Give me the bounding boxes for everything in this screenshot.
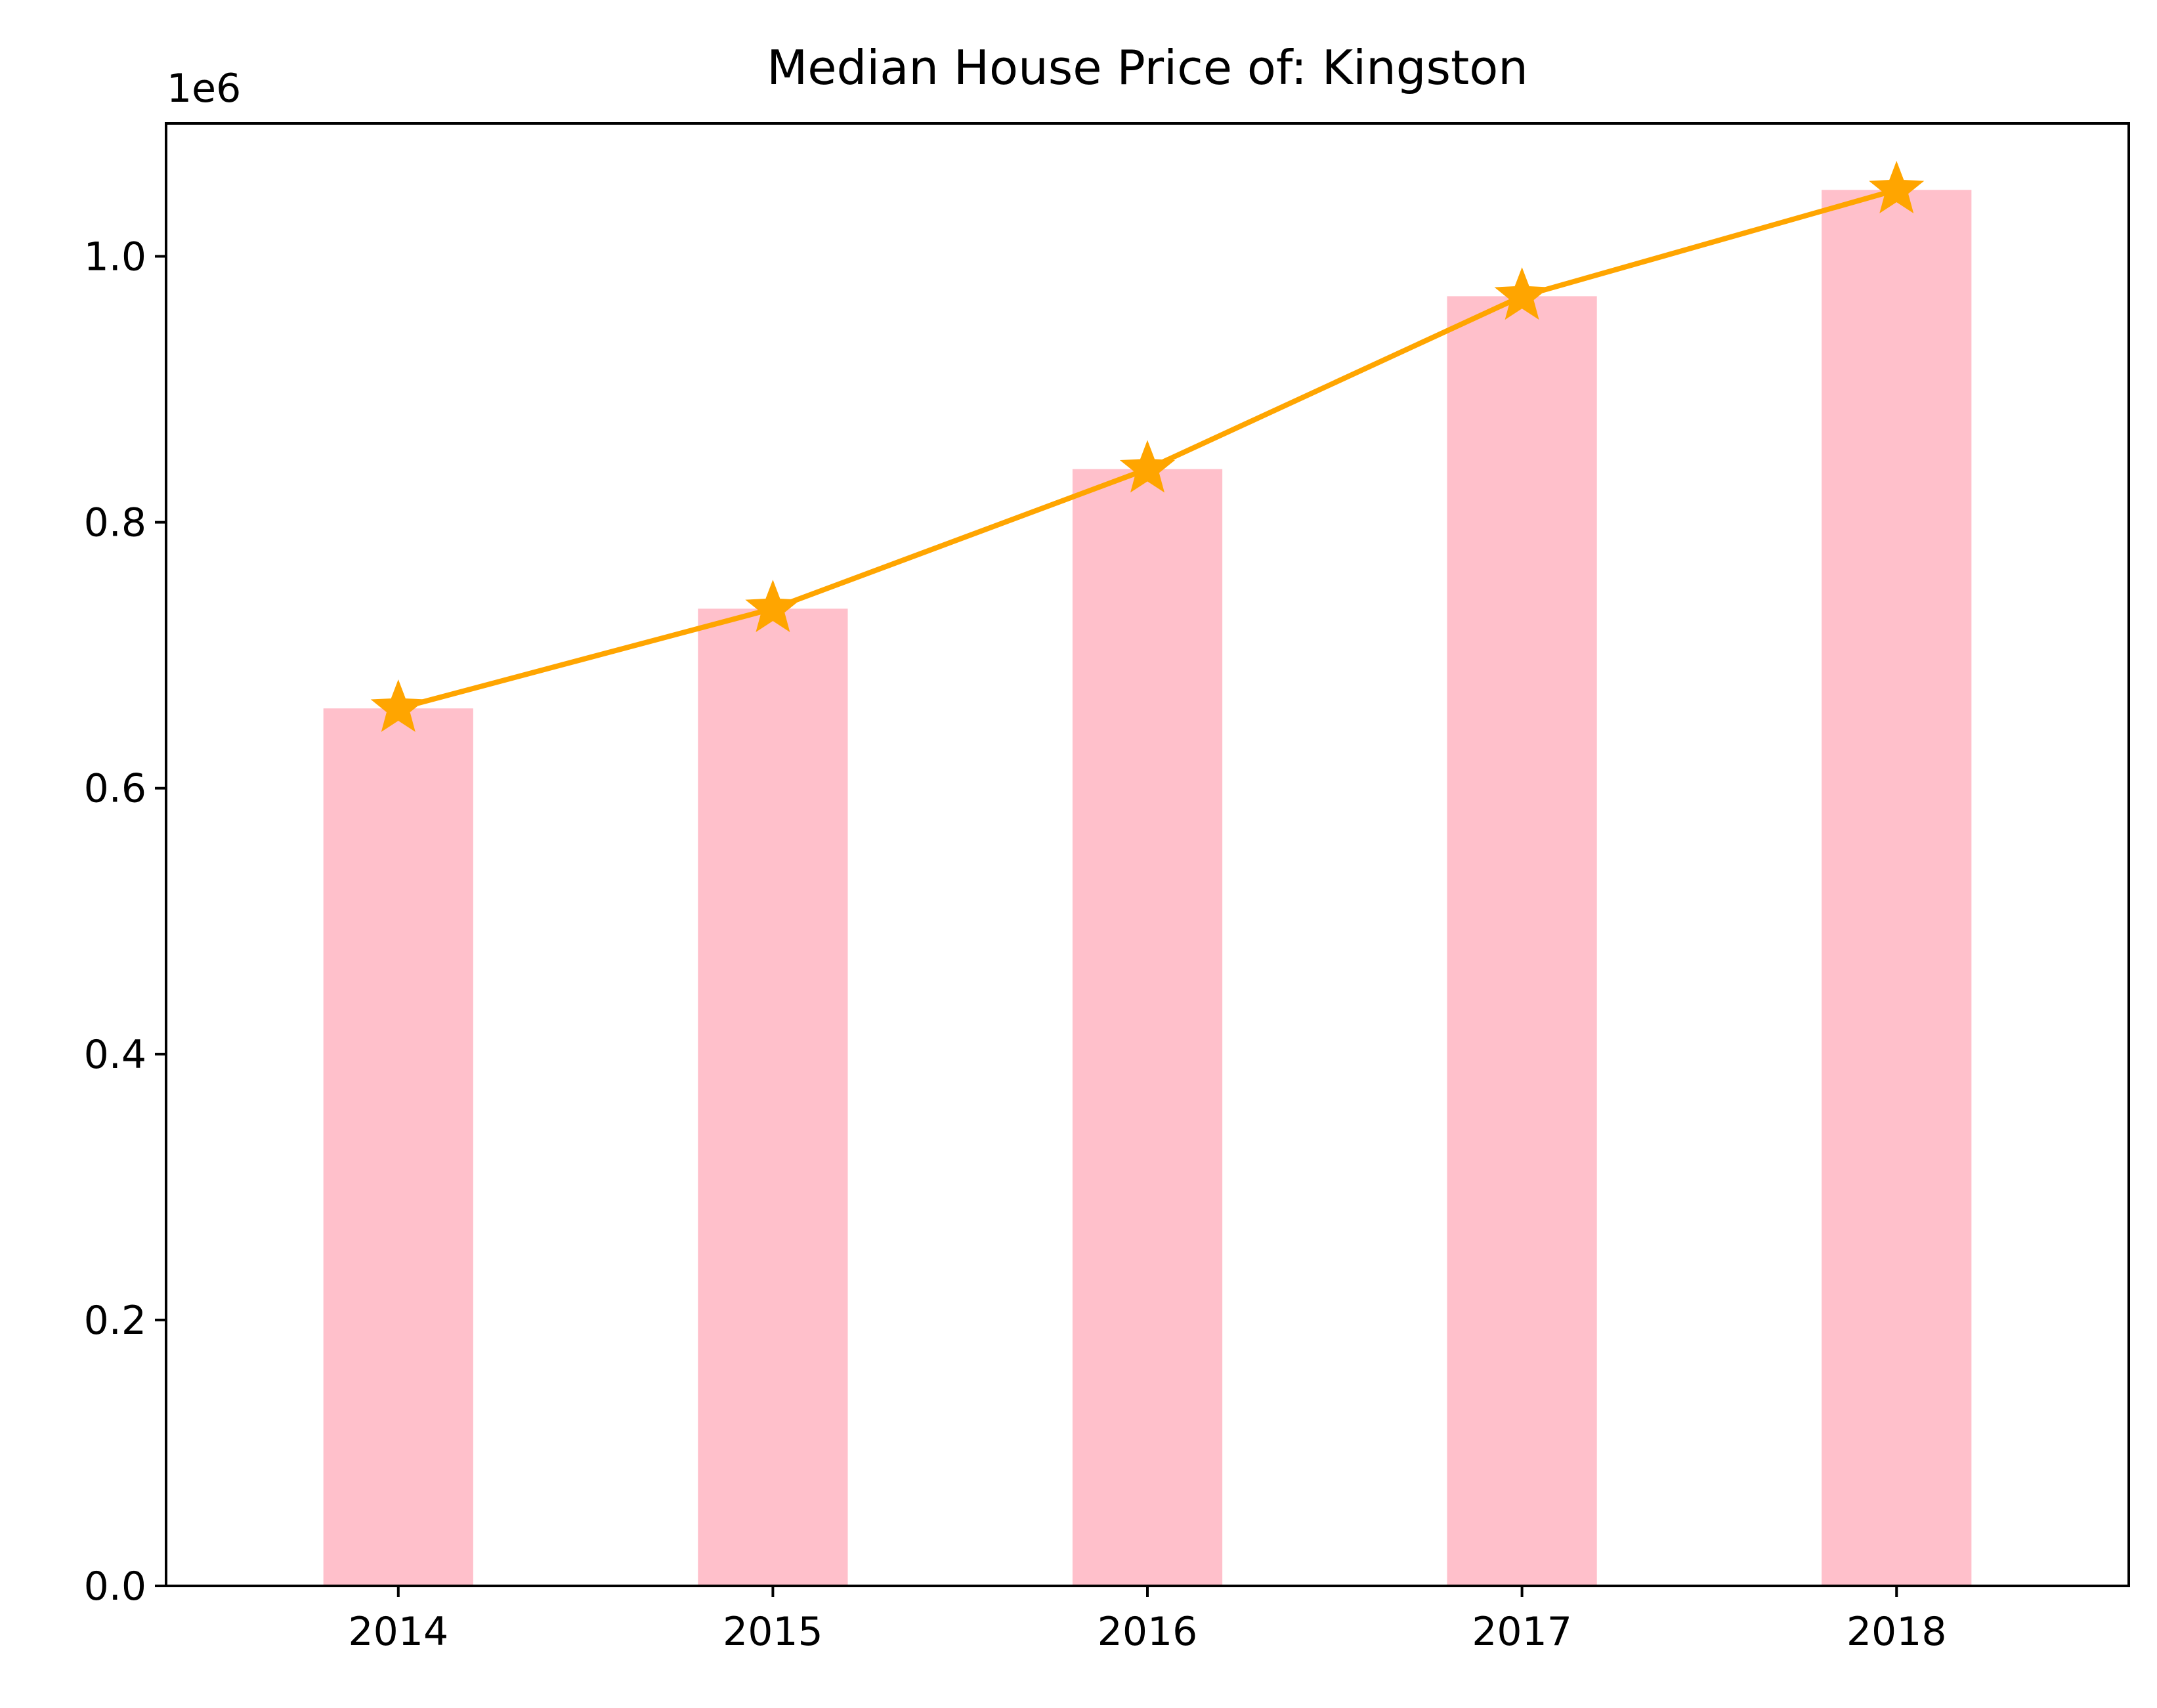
bar-2014: [323, 708, 473, 1586]
x-tick-label: 2018: [1847, 1609, 1947, 1655]
bar-2018: [1822, 190, 1972, 1587]
bar-2015: [698, 608, 848, 1586]
y-tick-label: 0.6: [84, 766, 146, 812]
y-offset-label: 1e6: [167, 66, 241, 112]
star-marker-2015: [745, 580, 801, 633]
y-tick-label: 0.4: [84, 1032, 146, 1078]
plot-frame: [165, 122, 2130, 1587]
x-axis: 2014 2015 2016 2017 2018: [348, 1586, 1947, 1655]
x-tick-label: 2017: [1472, 1609, 1572, 1655]
chart-title: Median House Price of: Kingston: [767, 40, 1528, 95]
bar-group: [323, 190, 1972, 1587]
marker-group: [370, 161, 1925, 732]
star-marker-2014: [370, 679, 426, 732]
x-tick-label: 2014: [348, 1609, 448, 1655]
x-tick-label: 2015: [723, 1609, 823, 1655]
y-axis: 0.0 0.2 0.4 0.6 0.8 1.0: [84, 234, 166, 1610]
bar-2017: [1447, 296, 1597, 1586]
y-tick-label: 0.2: [84, 1298, 146, 1344]
star-marker-2018: [1869, 161, 1925, 214]
x-tick-label: 2016: [1098, 1609, 1198, 1655]
y-tick-label: 1.0: [84, 234, 146, 280]
star-marker-2016: [1119, 440, 1176, 493]
star-marker-2017: [1494, 267, 1550, 320]
bar-2016: [1072, 469, 1223, 1586]
y-tick-label: 0.8: [84, 500, 146, 546]
y-tick-label: 0.0: [84, 1564, 146, 1610]
